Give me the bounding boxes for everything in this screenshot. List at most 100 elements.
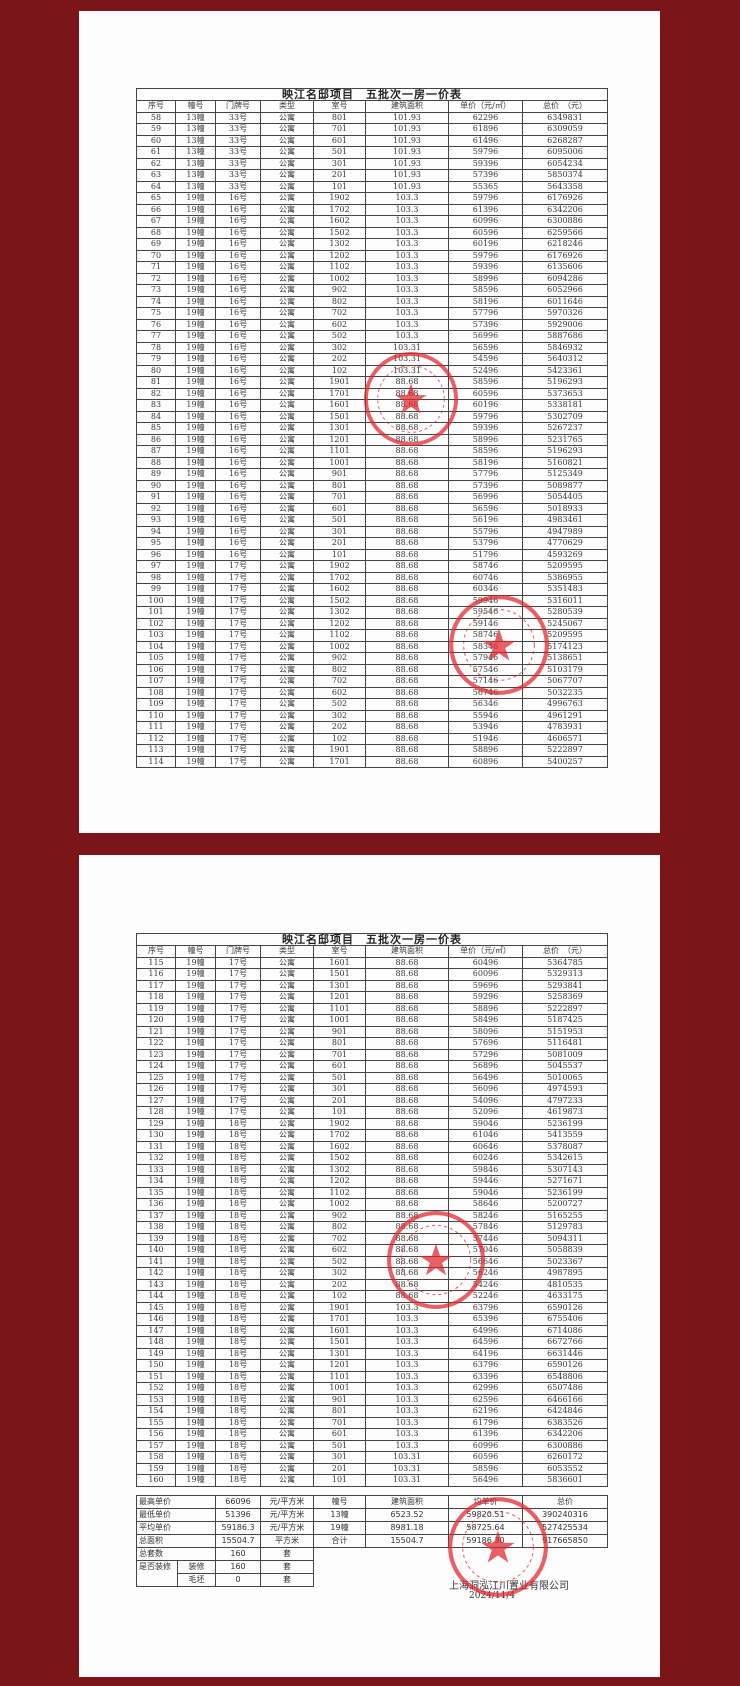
cell-room: 1101: [313, 1002, 366, 1015]
cell-room: 101: [313, 1106, 366, 1119]
cell-building: 19幢: [175, 663, 216, 676]
cell-door-number: 16号: [215, 387, 261, 400]
cell-type: 公寓: [260, 686, 314, 699]
cell-total-price: 5116481: [522, 1037, 608, 1050]
cell-unit-price: 56746: [448, 686, 523, 699]
cell-building: 19幢: [175, 1278, 216, 1291]
cell-unit-price: 58646: [448, 1198, 523, 1211]
cell-total-price: 6672766: [522, 1336, 608, 1349]
cell-building: 19幢: [175, 445, 216, 458]
cell-seq: 68: [136, 226, 176, 239]
avg-price-header: 均单价: [448, 1495, 523, 1509]
cell-unit-price: 57796: [448, 307, 523, 320]
cell-type: 公寓: [260, 968, 314, 981]
cell-unit-price: 61046: [448, 1129, 523, 1142]
cell-seq: 93: [136, 514, 176, 527]
cell-type: 公寓: [260, 284, 314, 297]
cell-building: 19幢: [175, 1129, 216, 1142]
cell-door-number: 17号: [215, 675, 261, 688]
cell-building: 19幢: [175, 1221, 216, 1234]
column-header-door-number: 门牌号: [215, 100, 261, 113]
cell-unit-price: 56096: [448, 1083, 523, 1096]
table-row: 67 19幢 16号 公寓 1602 103.3 60996 6300886: [136, 215, 608, 228]
table-row: 119 19幢 17号 公寓 1101 88.68 58896 5222897: [136, 1002, 608, 1015]
table-row: 146 19幢 18号 公寓 1701 103.3 65396 6755406: [136, 1313, 608, 1326]
cell-unit-price: 58746: [448, 560, 523, 573]
table-row: 138 19幢 18号 公寓 802 88.68 57846 5129783: [136, 1221, 608, 1234]
summary-table: 最高单价 66096 元/平方米 幢号 建筑面积 均单价 总价 最低单价 513…: [136, 1495, 608, 1587]
cell-room: 1302: [313, 1163, 366, 1176]
column-header-seq: 序号: [136, 100, 176, 113]
cell-unit-price: 62996: [448, 1382, 523, 1395]
table-row: 97 19幢 17号 公寓 1902 88.68 58746 5209595: [136, 560, 608, 573]
table-row: 118 19幢 17号 公寓 1201 88.68 59296 5258369: [136, 991, 608, 1004]
cell-type: 公寓: [260, 1071, 314, 1084]
cell-door-number: 17号: [215, 698, 261, 711]
column-header-unit-price: 单价（元/㎡）: [448, 100, 523, 113]
cell-building: 19幢: [175, 1175, 216, 1188]
cell-type: 公寓: [260, 134, 314, 147]
table-row: 135 19幢 18号 公寓 1102 88.68 59046 5236199: [136, 1186, 608, 1199]
cell-room: 701: [313, 1048, 366, 1061]
cell-seq: 80: [136, 364, 176, 377]
cell-total-price: 5970326: [522, 307, 608, 320]
cell-room: 601: [313, 1428, 366, 1441]
cell-building: 19幢: [175, 1370, 216, 1383]
cell-type: 公寓: [260, 709, 314, 722]
cell-door-number: 18号: [215, 1255, 261, 1268]
cell-area: 88.68: [365, 399, 449, 412]
cell-total-price: 5054405: [522, 491, 608, 504]
cell-room: 1702: [313, 203, 366, 216]
cell-area: 88.68: [365, 583, 449, 596]
cell-total-price: 5045537: [522, 1060, 608, 1073]
cell-unit-price: 55365: [448, 180, 523, 193]
cell-type: 公寓: [260, 1290, 314, 1303]
cell-room: 1902: [313, 192, 366, 205]
cell-seq: 75: [136, 307, 176, 320]
table-row: 120 19幢 17号 公寓 1001 88.68 58496 5187425: [136, 1014, 608, 1027]
cell-area: 88.68: [365, 1244, 449, 1257]
cell-seq: 74: [136, 295, 176, 308]
cell-area: 88.68: [365, 1278, 449, 1291]
cell-building: 19幢: [175, 594, 216, 607]
table-row: 80 19幢 16号 公寓 102 103.31 52496 5423361: [136, 364, 608, 377]
cell-total-price: 6342206: [522, 1428, 608, 1441]
cell-total-price: 5640312: [522, 353, 608, 366]
cell-total-price: 4996763: [522, 698, 608, 711]
table-row: 151 19幢 18号 公寓 1101 103.3 63396 6548806: [136, 1370, 608, 1383]
cell-total-price: 5151953: [522, 1025, 608, 1038]
cell-unit-price: 54596: [448, 353, 523, 366]
cell-type: 公寓: [260, 594, 314, 607]
cell-seq: 126: [136, 1083, 176, 1096]
cell-room: 1602: [313, 215, 366, 228]
min-price-unit: 元/平方米: [260, 1508, 314, 1522]
cell-building: 19幢: [175, 548, 216, 561]
cell-area: 88.68: [365, 445, 449, 458]
cell-seq: 102: [136, 617, 176, 630]
cell-total-price: 5160821: [522, 456, 608, 469]
cell-area: 88.68: [365, 1152, 449, 1165]
table-row: 86 19幢 16号 公寓 1201 88.68 58996 5231765: [136, 433, 608, 446]
cell-total-price: 5187425: [522, 1014, 608, 1027]
cell-door-number: 16号: [215, 261, 261, 274]
cell-type: 公寓: [260, 399, 314, 412]
cell-total-price: 5643358: [522, 180, 608, 193]
table-row: 66 19幢 16号 公寓 1702 103.3 61396 6342206: [136, 203, 608, 216]
cell-area: 88.68: [365, 652, 449, 665]
table-row: 99 19幢 17号 公寓 1602 88.68 60346 5351483: [136, 583, 608, 596]
cell-area: 88.68: [365, 1083, 449, 1096]
cell-door-number: 16号: [215, 353, 261, 366]
cell-total-price: 5400257: [522, 755, 608, 768]
cell-unit-price: 60196: [448, 399, 523, 412]
cell-total-price: 5836601: [522, 1474, 608, 1487]
cell-area: 88.68: [365, 1221, 449, 1234]
cell-seq: 92: [136, 502, 176, 515]
cell-area: 103.3: [365, 1405, 449, 1418]
cell-unit-price: 56596: [448, 502, 523, 515]
cell-area: 88.68: [365, 468, 449, 481]
cell-door-number: 18号: [215, 1451, 261, 1464]
avg-price-cell: 59186.30: [448, 1534, 523, 1548]
cell-type: 公寓: [260, 721, 314, 734]
cell-area: 101.93: [365, 146, 449, 159]
cell-room: 301: [313, 157, 366, 170]
